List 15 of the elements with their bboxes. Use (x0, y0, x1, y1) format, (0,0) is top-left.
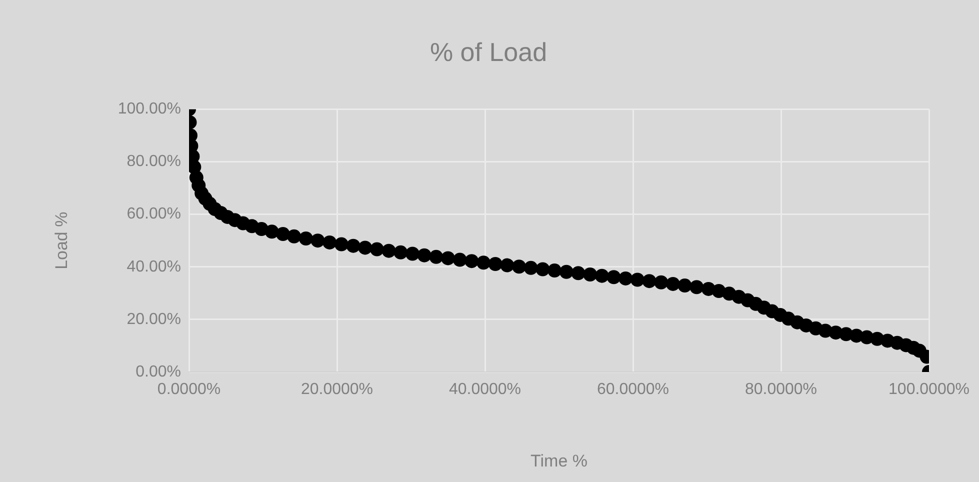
y-tick-label: 20.00% (126, 310, 181, 328)
chart-title: % of Load (430, 36, 548, 67)
y-tick-label: 40.00% (126, 258, 181, 276)
x-tick-label: 100.0000% (888, 381, 970, 398)
y-tick-label: 80.00% (126, 153, 181, 170)
x-tick-label: 0.0000% (157, 381, 221, 398)
x-tick-label: 60.0000% (596, 381, 670, 398)
x-tick-label: 20.0000% (300, 381, 374, 398)
x-axis-title: Time % (530, 451, 588, 470)
y-tick-label: 100.00% (118, 100, 181, 118)
y-axis-title: Load % (52, 212, 71, 270)
y-tick-label: 0.00% (136, 363, 181, 380)
x-tick-label: 40.0000% (448, 381, 522, 398)
y-tick-label: 60.00% (126, 206, 181, 223)
x-tick-label: 80.0000% (744, 381, 818, 398)
